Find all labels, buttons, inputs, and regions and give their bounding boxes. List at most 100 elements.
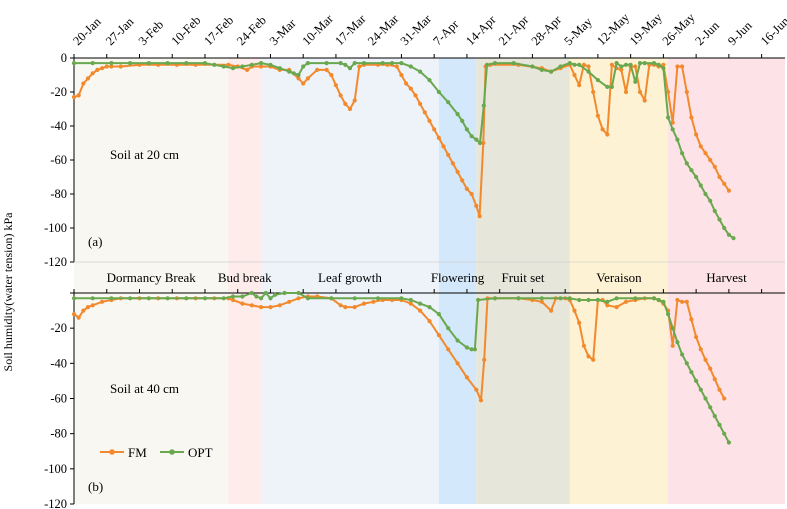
x-tick-label: 24-Mar bbox=[365, 11, 402, 48]
data-point-opt bbox=[586, 297, 591, 303]
data-point-opt bbox=[249, 62, 254, 67]
data-point-opt bbox=[717, 217, 722, 222]
x-tick-label: 28-Apr bbox=[529, 12, 565, 48]
data-point-opt bbox=[549, 69, 554, 74]
data-point-opt bbox=[221, 296, 226, 301]
data-point-opt bbox=[109, 61, 114, 66]
data-point-fm bbox=[605, 303, 610, 308]
y-tick-label: -100 bbox=[44, 221, 67, 235]
data-point-fm bbox=[404, 81, 409, 86]
y-tick-label: -100 bbox=[44, 462, 67, 476]
data-point-fm bbox=[352, 305, 357, 310]
legend: FM OPT bbox=[100, 445, 213, 460]
data-point-opt bbox=[446, 326, 451, 331]
x-tick-label: 16-Jun bbox=[758, 14, 787, 48]
data-point-fm bbox=[347, 106, 353, 112]
data-point-opt bbox=[558, 296, 563, 301]
data-point-fm bbox=[600, 127, 605, 132]
data-point-opt bbox=[427, 78, 432, 83]
data-point-opt bbox=[567, 61, 572, 66]
y-tick-label: -60 bbox=[50, 153, 67, 167]
data-point-fm bbox=[455, 361, 460, 366]
x-tick-label: 17-Mar bbox=[332, 11, 369, 48]
data-point-opt bbox=[390, 61, 395, 66]
data-point-fm bbox=[446, 152, 451, 157]
data-point-opt bbox=[511, 61, 516, 66]
data-point-opt bbox=[305, 296, 310, 301]
data-point-opt bbox=[605, 299, 610, 304]
data-point-fm bbox=[675, 64, 680, 69]
y-tick-label: 0 bbox=[61, 51, 67, 65]
data-point-opt bbox=[651, 296, 657, 301]
data-point-opt bbox=[347, 66, 353, 71]
data-point-opt bbox=[539, 67, 544, 72]
data-point-fm bbox=[85, 76, 91, 81]
data-point-opt bbox=[708, 198, 713, 203]
data-point-opt bbox=[670, 127, 675, 132]
stage-label-1: Bud break bbox=[218, 270, 272, 285]
data-point-opt bbox=[212, 62, 217, 67]
data-point-opt bbox=[670, 326, 675, 331]
x-tick-label: 21-Apr bbox=[496, 12, 532, 48]
x-tick-label: 5-May bbox=[561, 14, 595, 48]
stage-band-0 bbox=[74, 58, 229, 504]
data-point-fm bbox=[586, 64, 591, 69]
data-point-fm bbox=[100, 66, 105, 71]
data-point-fm bbox=[670, 120, 675, 125]
data-point-opt bbox=[633, 79, 638, 84]
data-point-opt bbox=[694, 174, 699, 180]
x-tick-label: 12-May bbox=[594, 10, 632, 48]
x-tick-label: 3-Mar bbox=[267, 16, 300, 49]
data-point-fm bbox=[357, 64, 362, 69]
data-point-opt bbox=[726, 440, 732, 445]
legend-fm-label: FM bbox=[128, 445, 147, 460]
data-point-opt bbox=[146, 296, 151, 301]
data-point-opt bbox=[558, 64, 563, 69]
data-point-opt bbox=[717, 422, 722, 427]
data-point-opt bbox=[146, 61, 151, 66]
data-point-fm bbox=[666, 89, 671, 95]
data-point-fm bbox=[277, 303, 282, 308]
data-point-fm bbox=[703, 357, 708, 362]
data-point-fm bbox=[637, 89, 643, 95]
stage-label-0: Dormancy Break bbox=[107, 270, 197, 285]
x-tick-label: 31-Mar bbox=[398, 11, 435, 48]
data-point-opt bbox=[324, 61, 329, 66]
data-point-opt bbox=[352, 296, 357, 301]
x-tick-label: 3-Feb bbox=[136, 18, 167, 49]
y-tick-label: -80 bbox=[50, 427, 67, 441]
data-point-opt bbox=[516, 296, 521, 301]
data-point-fm bbox=[577, 320, 582, 325]
data-point-opt bbox=[633, 296, 638, 301]
data-point-opt bbox=[712, 414, 717, 419]
data-point-opt bbox=[249, 290, 254, 296]
data-point-fm bbox=[240, 301, 245, 306]
x-tick-label: 24-Feb bbox=[234, 13, 269, 48]
data-point-fm bbox=[670, 343, 675, 348]
data-point-opt bbox=[418, 69, 423, 74]
x-tick-label: 26-May bbox=[660, 10, 698, 48]
data-point-fm bbox=[338, 303, 343, 308]
data-point-opt bbox=[731, 236, 736, 241]
data-point-fm bbox=[581, 62, 587, 67]
data-point-opt bbox=[240, 294, 245, 299]
data-point-opt bbox=[301, 64, 306, 69]
y-axis-label: Soil humidity(water tension) kPa bbox=[1, 212, 15, 372]
data-point-fm bbox=[609, 62, 615, 67]
panel-a-annotation: Soil at 20 cm bbox=[110, 147, 179, 162]
data-point-fm bbox=[109, 64, 114, 69]
y-tick-label: -120 bbox=[44, 255, 67, 269]
data-point-fm bbox=[418, 308, 423, 313]
data-point-opt bbox=[71, 61, 77, 66]
y-tick-label: -80 bbox=[50, 187, 67, 201]
stage-band-5 bbox=[569, 58, 669, 504]
data-point-opt bbox=[703, 396, 708, 401]
panel-a-label: (a) bbox=[88, 234, 102, 249]
data-point-fm bbox=[76, 315, 81, 320]
data-point-fm bbox=[408, 86, 413, 91]
data-point-fm bbox=[81, 308, 86, 313]
data-point-opt bbox=[184, 296, 189, 301]
data-point-opt bbox=[703, 191, 708, 197]
data-point-fm bbox=[591, 89, 596, 95]
data-point-fm bbox=[586, 354, 591, 359]
